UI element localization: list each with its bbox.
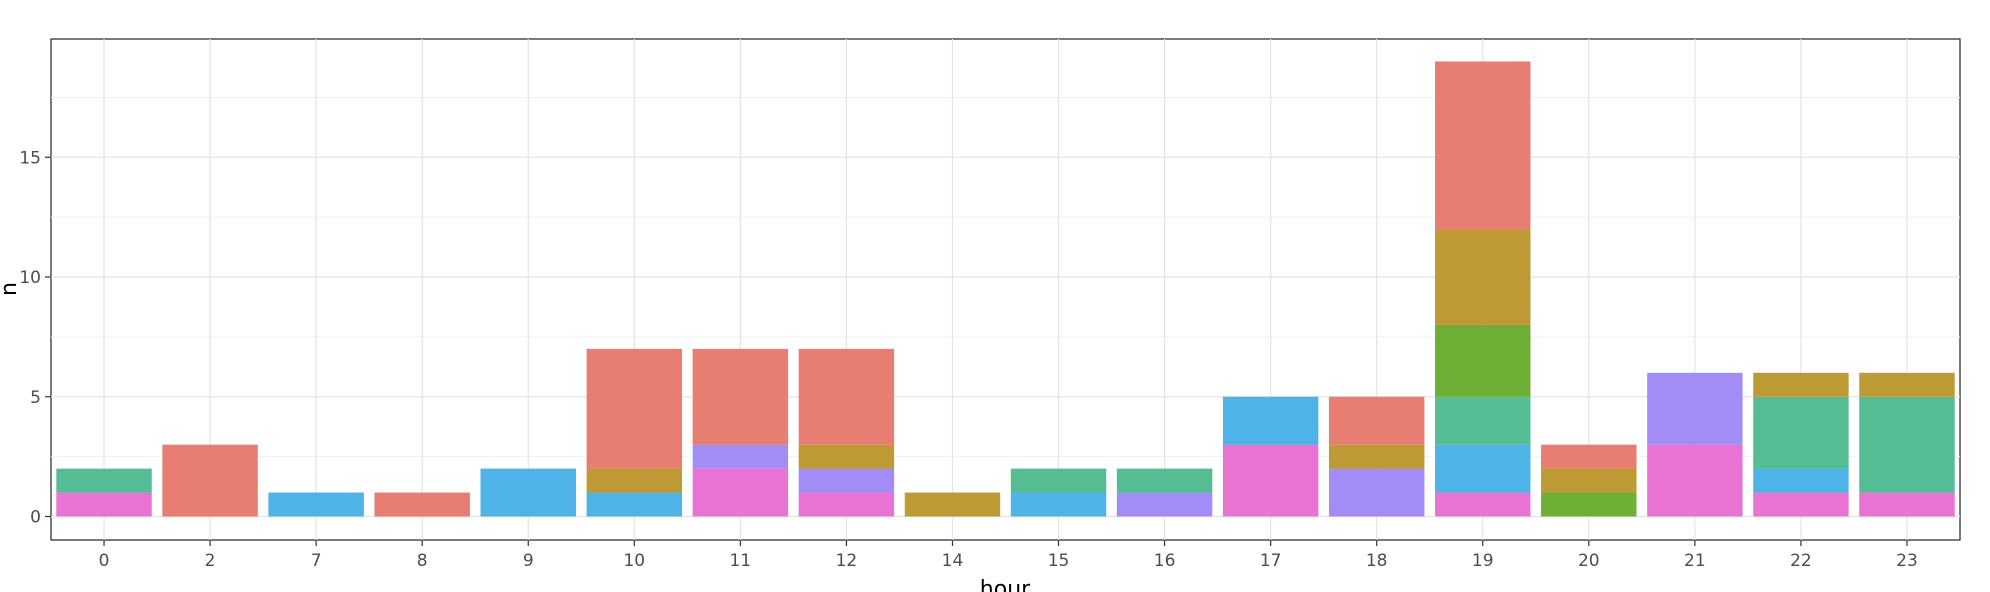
y-axis-title: n [0, 282, 22, 296]
bar-segment [1435, 444, 1531, 493]
bar-segment [1753, 468, 1849, 493]
bar-segment [1647, 372, 1743, 445]
y-axis: 0 5 10 15 [19, 148, 51, 528]
x-tick-label: 9 [523, 551, 534, 571]
bar-segment [1859, 372, 1955, 397]
bar-segment [480, 468, 576, 517]
gridlines [51, 39, 1960, 540]
y-tick-label: 0 [30, 508, 41, 528]
bar-segment [1328, 444, 1425, 469]
bar-segment [1541, 468, 1637, 493]
x-tick-label: 0 [99, 551, 110, 571]
bar-segment [1753, 492, 1849, 517]
bar-segment [162, 444, 258, 517]
x-tick-label: 16 [1154, 551, 1176, 571]
x-tick-label: 2 [205, 551, 216, 571]
x-tick-label: 8 [417, 551, 428, 571]
bar-segment [1435, 61, 1531, 230]
bar-segment [798, 468, 895, 493]
x-tick-label: 21 [1684, 551, 1706, 571]
x-tick-label: 23 [1896, 551, 1918, 571]
x-tick-label: 19 [1472, 551, 1494, 571]
bar-segment [692, 444, 789, 469]
bar-segment [798, 444, 895, 469]
bar-segment [798, 492, 895, 517]
bar-segment [374, 492, 470, 517]
bar-segment [1010, 468, 1107, 493]
bar-segment [1541, 492, 1637, 517]
y-tick-label: 5 [30, 388, 41, 408]
y-tick-label: 10 [19, 268, 41, 288]
bar-segment [1328, 468, 1425, 517]
bar-segment [1435, 324, 1531, 397]
x-tick-label: 14 [942, 551, 964, 571]
bar-segment [586, 468, 683, 493]
x-tick-label: 18 [1366, 551, 1388, 571]
bar-segment [1647, 444, 1743, 517]
bar-segment [1859, 396, 1955, 493]
x-tick-label: 12 [836, 551, 858, 571]
bar-segment [1435, 492, 1531, 517]
bar-segment [1859, 492, 1955, 517]
x-tick-label: 15 [1048, 551, 1070, 571]
bar-segment [1116, 492, 1213, 517]
bar-segment [586, 492, 683, 517]
bar-segment [692, 348, 789, 445]
bars-layer [56, 61, 1955, 517]
bar-segment [1435, 396, 1531, 445]
bar-segment [268, 492, 364, 517]
x-axis-title: hour [980, 577, 1031, 592]
y-tick-label: 15 [19, 148, 41, 168]
bar-segment [1222, 396, 1319, 445]
x-tick-label: 10 [623, 551, 645, 571]
bar-segment [1753, 396, 1849, 469]
bar-segment [1435, 229, 1531, 325]
bar-segment [904, 492, 1001, 517]
bar-segment [1116, 468, 1213, 493]
x-tick-label: 17 [1260, 551, 1282, 571]
bar-segment [1541, 444, 1637, 469]
bar-segment [586, 348, 683, 469]
bar-segment [798, 348, 895, 445]
x-tick-label: 20 [1578, 551, 1600, 571]
bar-segment [56, 468, 152, 493]
x-tick-label: 11 [730, 551, 752, 571]
bar-segment [56, 492, 152, 517]
bar-segment [1010, 492, 1107, 517]
bar-segment [1753, 372, 1849, 397]
x-axis: 0 2 7 8 9 10 11 12 14 15 16 17 18 19 20 21 22 23 [99, 540, 1918, 571]
x-tick-label: 7 [311, 551, 322, 571]
bar-segment [692, 468, 789, 517]
x-tick-label: 22 [1790, 551, 1812, 571]
bar-segment [1328, 396, 1425, 445]
bar-segment [1222, 444, 1319, 517]
